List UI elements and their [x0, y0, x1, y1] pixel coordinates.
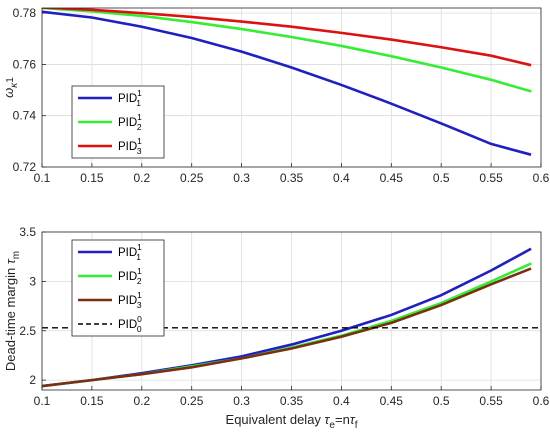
y-tick-label: 0.72 [13, 160, 37, 174]
x-tick-label: 0.55 [479, 394, 503, 408]
y-tick-label: 3 [29, 274, 36, 288]
x-tick-label: 0.55 [479, 171, 503, 185]
y-tick-label: 0.78 [13, 6, 37, 20]
y-tick-label: 2.5 [19, 324, 36, 338]
legend-label: PID1 1 [118, 242, 142, 262]
legend-label: PID1 2 [118, 112, 142, 132]
x-tick-label: 0.35 [280, 394, 304, 408]
legend: PID1 1 PID1 2 PID1 3 PID0 0 [71, 239, 165, 337]
axes-frame [41, 7, 542, 168]
y-axis-label: ωκ1 [1, 77, 20, 98]
x-tick-label: 0.1 [34, 171, 51, 185]
chart-panel-1: 0.1 0.15 0.2 0.25 0.3 0.35 0.4 0.45 0.5 0.55 0.6 0.… [1, 6, 550, 185]
x-tick-label: 0.35 [280, 171, 304, 185]
series-line-3 [42, 8, 532, 67]
chart-panel-2: 0.1 0.15 0.2 0.25 0.3 0.35 0.4 0.45 0.5 0.55 0.6 2 2… [3, 225, 550, 431]
x-tick-label: 0.25 [180, 171, 204, 185]
series-line-1 [42, 10, 532, 156]
x-tick-label: 0.4 [333, 171, 350, 185]
legend-label: PID1 2 [118, 266, 142, 286]
x-axis-label: Equivalent delay τe=nτf [226, 412, 358, 431]
y-tick-label: 3.5 [19, 225, 36, 239]
x-tick-label: 0.15 [80, 394, 104, 408]
y-tick-label: 2 [29, 373, 36, 387]
x-tick-label: 0.45 [380, 394, 404, 408]
y-axis-label: Dead-time margin τm [3, 251, 22, 371]
x-tick-label: 0.45 [380, 171, 404, 185]
x-tick-label: 0.25 [180, 394, 204, 408]
x-tick-label: 0.2 [133, 394, 150, 408]
legend: PID1 1 PID1 2 PID1 3 [71, 85, 165, 159]
x-tick-label: 0.2 [133, 171, 150, 185]
x-tick-label: 0.1 [34, 394, 51, 408]
legend-label: PID1 3 [118, 136, 142, 156]
x-tick-label: 0.4 [333, 394, 350, 408]
legend-label: PID1 3 [118, 290, 142, 310]
y-tick-label: 0.74 [13, 109, 37, 123]
x-tick-label: 0.5 [433, 394, 450, 408]
legend-label: PID1 1 [118, 88, 142, 108]
x-tick-label: 0.5 [433, 171, 450, 185]
legend-label: PID0 0 [118, 314, 142, 334]
legend-box [71, 239, 165, 337]
x-tick-label: 0.6 [533, 394, 550, 408]
x-tick-label: 0.15 [80, 171, 104, 185]
series-line-2 [42, 8, 532, 93]
series-line-3 [42, 267, 532, 388]
y-tick-label: 0.76 [13, 57, 37, 71]
axes-frame [41, 231, 542, 391]
x-tick-label: 0.6 [533, 171, 550, 185]
x-tick-label: 0.3 [233, 394, 250, 408]
x-tick-label: 0.3 [233, 171, 250, 185]
